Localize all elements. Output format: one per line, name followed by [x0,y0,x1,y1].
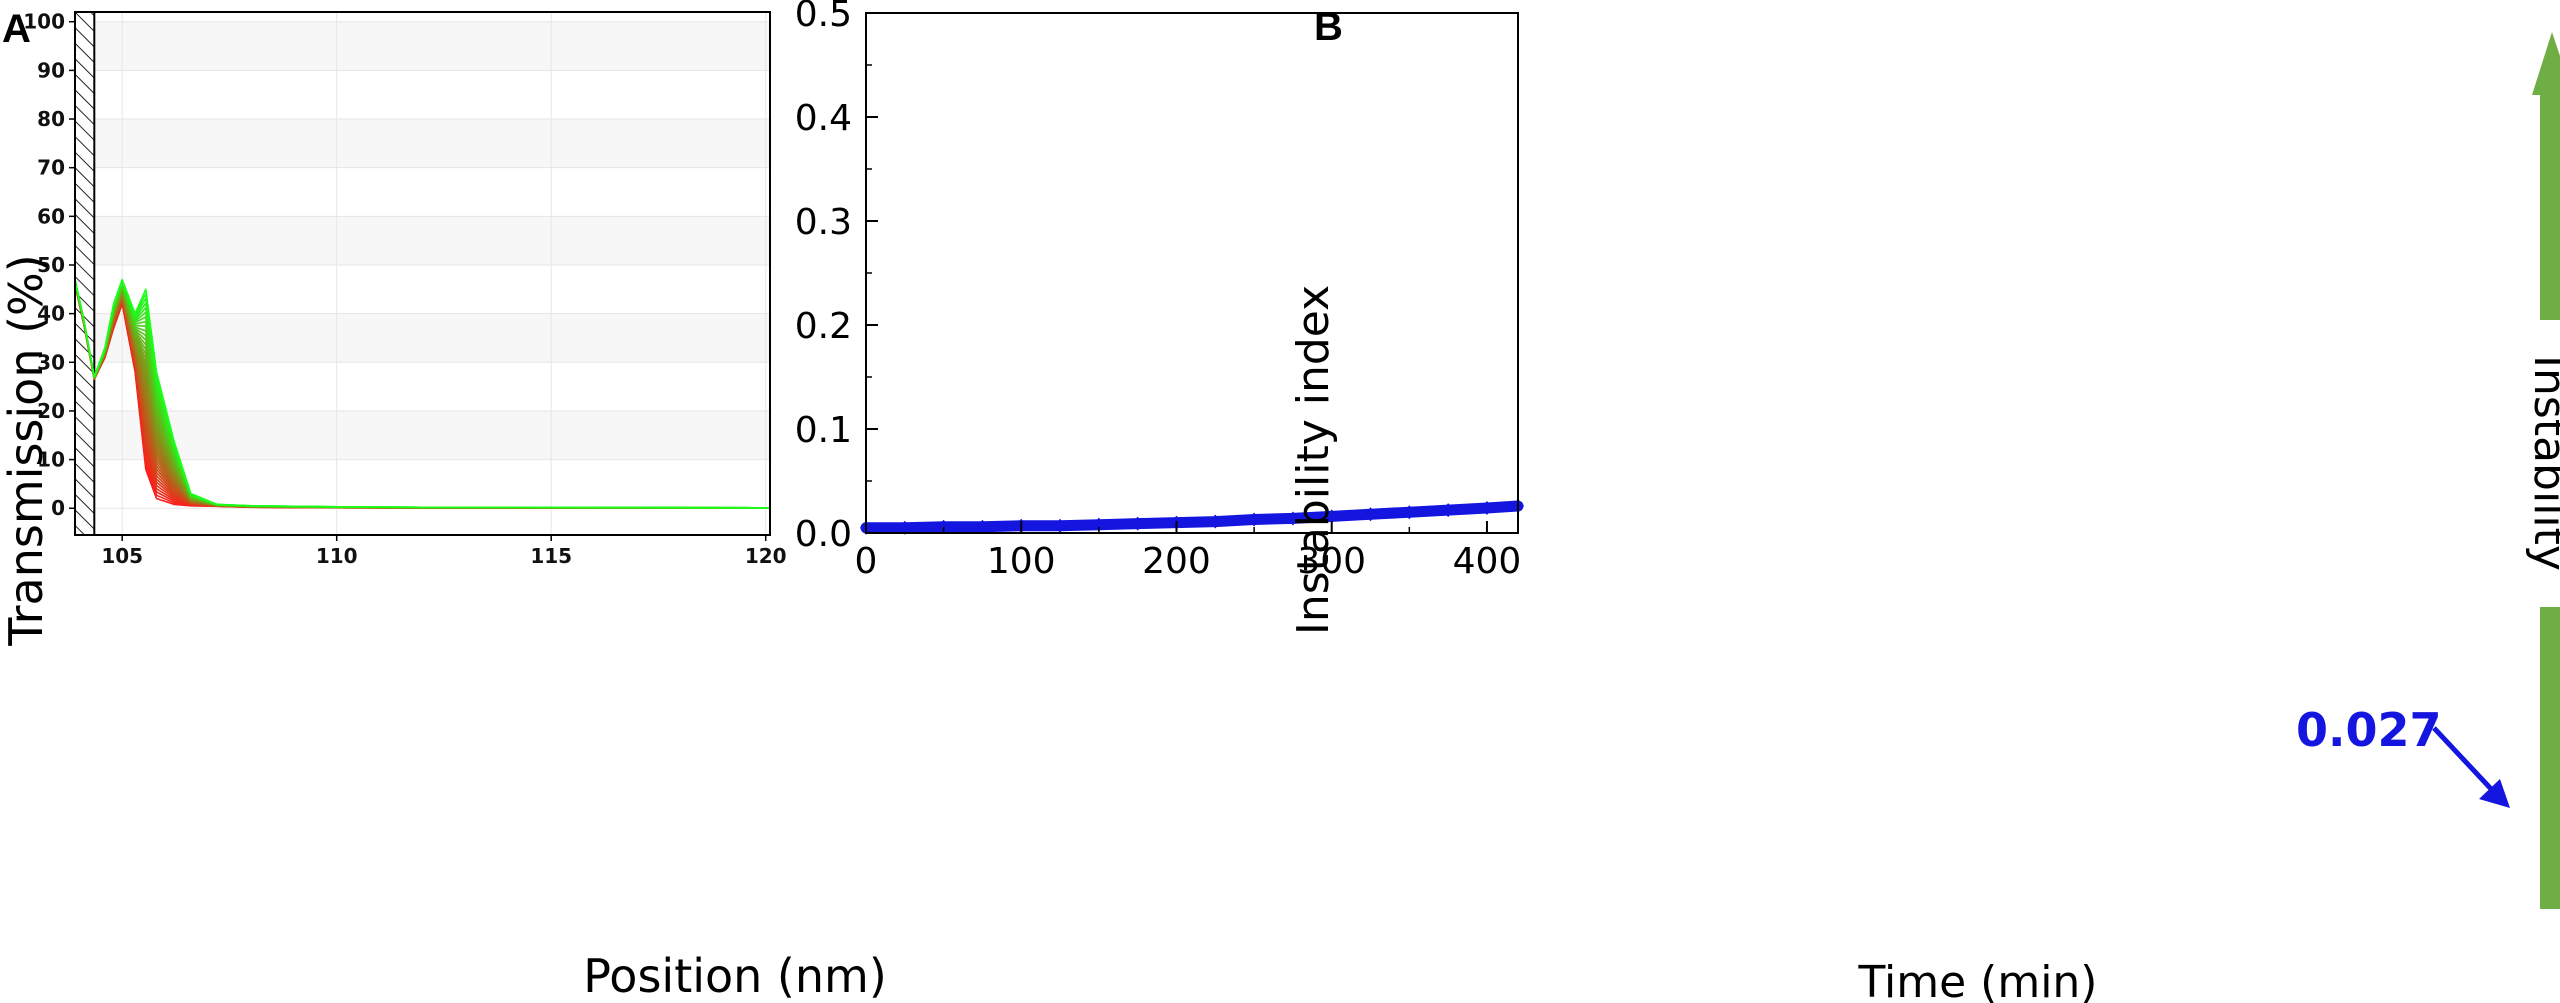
instability-side-label: Instability [2524,355,2560,571]
panel-b-data-point [898,520,911,535]
panel-b-data-point [1054,518,1067,533]
instability-arrow-head [2532,32,2560,95]
panel-b-data-point [976,519,989,534]
panel-b-y-tick-label: 0.4 [795,98,852,139]
panel-b-y-tick-label: 0.5 [795,0,852,35]
panel-b-x-tick-label: 100 [987,541,1056,582]
panel-a-band [75,167,770,217]
panel-b-data-point [1480,501,1493,516]
panel-a-band [75,410,770,460]
panel-a-x-tick-label: 110 [316,544,358,568]
panel-a-hatched-region [74,11,96,536]
panel-a-x-axis-label: Position (nm) [583,949,887,1003]
panel-b-data-point [1364,507,1377,522]
panel-b-data-point [1325,509,1338,524]
panel-b-series [860,498,1524,535]
panel-b-x-tick-label: 0 [855,541,878,582]
panel-a-band [75,21,770,71]
panel-a-y-tick-label: 60 [37,204,65,228]
panel-a-x-ticks: 105 110 115 120 [101,535,787,568]
panel-a-background-bands [75,21,770,509]
panel-a-y-tick-label: 100 [23,10,65,34]
panel-b-y-tick-label: 0.2 [795,306,852,347]
panel-b-x-tick-label: 200 [1142,541,1211,582]
panel-b-x-ticks: 0 100 200 300 400 [855,521,1522,582]
panel-a-profile-line [74,278,771,509]
panel-a-y-ticks: 0 10 20 30 40 50 60 70 80 90 100 [23,10,75,520]
panel-a-band [75,119,770,168]
panel-a-y-tick-label: 0 [51,496,65,520]
panel-a-plot-frame [74,11,771,536]
panel-b-final-value-annotation: 0.027 [2296,703,2442,757]
panel-b-data-point [1131,516,1144,531]
instability-arrow-shaft-upper [2540,95,2560,320]
panel-a-band [75,313,770,363]
panel-b-data-point [1092,517,1105,532]
panel-b-data-point [1209,514,1222,529]
panel-a-letter: A [2,7,31,51]
panel-b-letter: B [1314,5,1343,49]
panel-a-y-tick-label: 90 [37,58,65,82]
panel-b-y-ticks: 0.0 0.1 0.2 0.3 0.4 0.5 [795,0,878,555]
panel-b-x-axis-label: Time (min) [1858,957,2098,1003]
panel-a-y-axis-label: Transmission (%) [0,254,53,646]
panel-b-data-point [1248,512,1261,527]
panel-a-y-tick-label: 50 [37,253,65,277]
panel-a-y-tick-label: 30 [37,350,65,374]
panel-b-y-tick-label: 0.3 [795,202,852,243]
panel-b-plot-frame [865,12,1519,534]
panel-a-y-tick-label: 10 [37,448,65,472]
panel-a-y-tick-label: 70 [37,156,65,180]
panel-b-x-tick-label: 400 [1453,541,1522,582]
panel-b-series-line [860,500,1524,534]
panel-a-y-tick-label: 80 [37,107,65,131]
panel-a-transmission-chart: 105 110 115 120 0 10 20 30 40 50 60 70 80 90 100 Posi… [0,10,887,1003]
panel-b-y-tick-label: 0.0 [795,514,852,555]
panel-b-x-tick-label: 300 [1297,541,1366,582]
panel-a-y-tick-label: 40 [37,302,65,326]
panel-b-data-point [1403,505,1416,520]
panel-a-band [75,70,770,120]
panel-b-annotation-arrow-line [2432,726,2495,793]
panel-a-profiles [74,278,771,509]
panel-b-y-tick-label: 0.1 [795,410,852,451]
panel-a-x-tick-label: 120 [745,544,787,568]
panel-b-y-axis-label: Instability index [1288,285,1339,635]
panel-a-band [75,264,770,314]
panel-b-data-point [1442,503,1455,518]
panel-a-y-tick-label: 20 [37,399,65,423]
panel-b-annotation-arrow-head [2479,779,2510,808]
instability-arrow-shaft-lower [2540,607,2560,909]
panel-a-band [75,362,770,411]
panel-a-x-tick-label: 105 [101,544,143,568]
panel-b-instability-chart: 0 100 200 300 400 0.0 0.1 0.2 0.3 0.4 0.5 Time (m… [795,0,2560,1003]
instability-arrow: Instability [2524,32,2560,909]
panel-a-x-tick-label: 115 [530,544,572,568]
panel-b-data-point [1286,511,1299,526]
panel-a-band [75,216,770,265]
panel-b-data-point [937,519,950,534]
